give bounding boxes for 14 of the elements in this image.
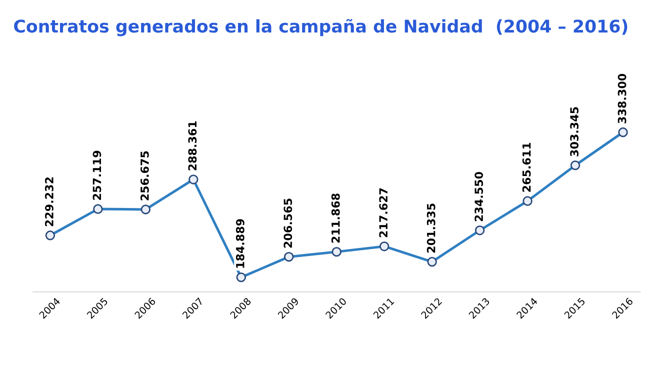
data-label: 229.232 bbox=[45, 177, 54, 226]
data-label: 303.345 bbox=[570, 107, 579, 156]
data-label: 288.361 bbox=[188, 121, 197, 170]
data-label: 206.565 bbox=[284, 198, 292, 248]
data-label: 234.550 bbox=[474, 172, 484, 222]
data-label: 265.611 bbox=[522, 142, 531, 192]
data-label: 257.119 bbox=[92, 150, 102, 200]
data-label: 211.868 bbox=[331, 194, 340, 243]
data-label: 256.675 bbox=[140, 151, 149, 200]
chart-title: Contratos generados en la campaña de Navidad (2004 – 2016) bbox=[14, 18, 628, 36]
data-label: 338.300 bbox=[618, 74, 626, 124]
data-label: 201.335 bbox=[426, 204, 436, 253]
data-label: 217.627 bbox=[379, 188, 388, 238]
data-label: 184.889 bbox=[236, 219, 244, 268]
